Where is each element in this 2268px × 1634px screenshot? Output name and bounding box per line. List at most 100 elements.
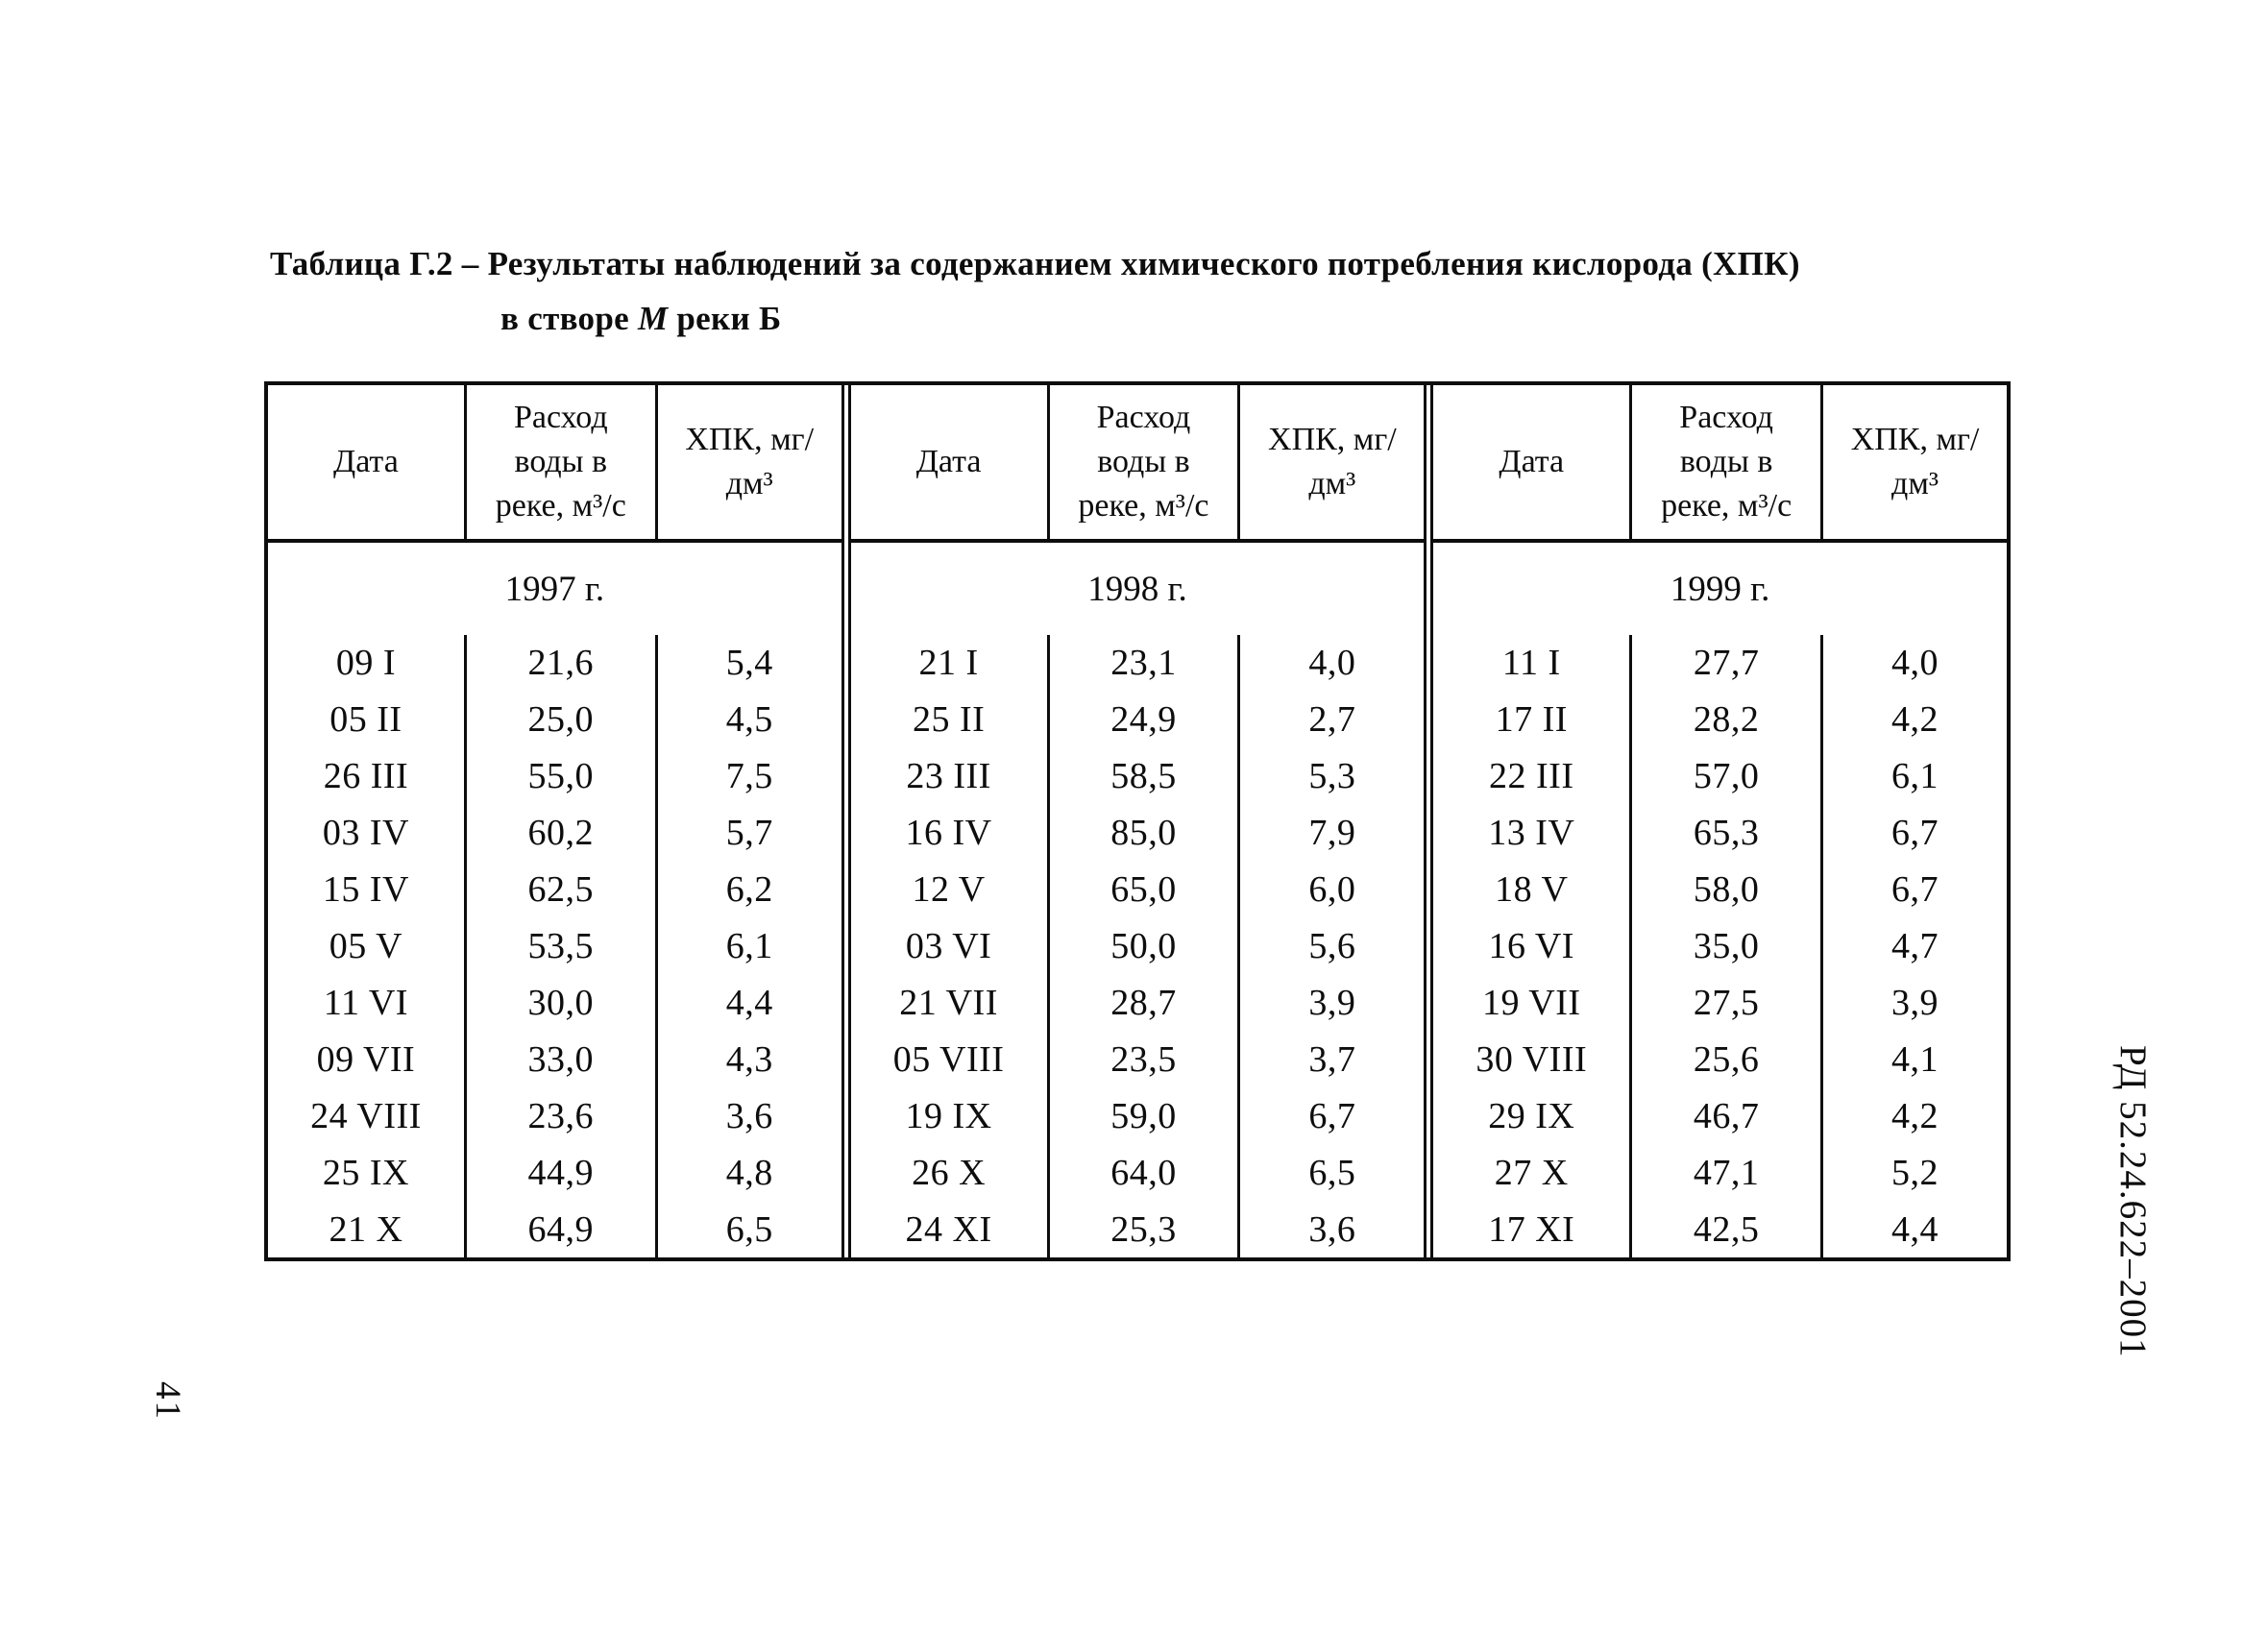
discharge-cell: 23,5 [1110, 1038, 1177, 1080]
year-label: 1997 г. [504, 569, 605, 609]
date-cell: 27 X [1494, 1152, 1569, 1193]
discharge-cell: 35,0 [1693, 925, 1760, 966]
date-cell: 13 IV [1488, 813, 1575, 854]
date-cell: 21 X [329, 1208, 403, 1250]
cod-cell: 4,2 [1891, 1095, 1939, 1136]
cod-cell: 6,7 [1891, 813, 1939, 854]
cod-cell: 4,7 [1891, 925, 1939, 966]
date-cell: 26 X [912, 1152, 987, 1193]
date-cell: 12 V [912, 869, 986, 911]
data-column: 5,4 4,5 7,5 5,7 6,2 6,1 4,4 4,3 3,6 4,8 6,5 [658, 635, 841, 1257]
date-cell: 05 V [329, 925, 403, 966]
cod-cell: 6,5 [1308, 1152, 1356, 1193]
cod-cell: 4,0 [1308, 643, 1356, 684]
year-group-1997: Дата Расход воды в реке, м³/с ХПК, мг/дм³ 1… [268, 385, 851, 1257]
column-header-row: Дата Расход воды в реке, м³/с ХПК, мг/дм³ [850, 385, 1425, 543]
discharge-cell: 58,5 [1110, 756, 1177, 797]
discharge-cell: 64,0 [1110, 1152, 1177, 1193]
cod-cell: 2,7 [1308, 699, 1356, 741]
date-cell: 24 XI [905, 1208, 992, 1250]
cod-cell: 5,6 [1308, 925, 1356, 966]
cod-cell: 6,7 [1891, 869, 1939, 911]
discharge-cell: 42,5 [1693, 1208, 1760, 1250]
discharge-cell: 65,0 [1110, 869, 1177, 911]
data-column: 4,0 4,2 6,1 6,7 6,7 4,7 3,9 4,1 4,2 5,2 4,4 [1823, 635, 2007, 1257]
discharge-cell: 47,1 [1693, 1152, 1760, 1193]
discharge-cell: 53,5 [527, 925, 595, 966]
cod-cell: 4,8 [725, 1152, 773, 1193]
data-column: 4,0 2,7 5,3 7,9 6,0 5,6 3,9 3,7 6,7 6,5 3,6 [1240, 635, 1424, 1257]
cod-cell: 5,3 [1308, 756, 1356, 797]
discharge-cell: 57,0 [1693, 756, 1760, 797]
cod-column-header: ХПК, мг/дм³ [1850, 422, 1980, 501]
data-grid: 21 I 25 II 23 III 16 IV 12 V 03 VI 21 VII 05 VI… [851, 635, 1425, 1257]
cod-column-header: ХПК, мг/дм³ [1268, 422, 1397, 501]
year-label: 1998 г. [1087, 569, 1187, 609]
date-cell: 18 V [1495, 869, 1569, 911]
discharge-cell: 28,2 [1693, 699, 1760, 741]
date-cell: 03 VI [905, 925, 992, 966]
discharge-cell: 28,7 [1110, 982, 1177, 1023]
date-cell: 09 I [335, 643, 396, 684]
discharge-cell: 65,3 [1693, 813, 1760, 854]
date-cell: 22 III [1489, 756, 1574, 797]
discharge-column-header: Расход воды в реке, м³/с [467, 385, 658, 539]
date-column-header: Дата [268, 385, 467, 539]
date-cell: 23 III [906, 756, 991, 797]
cod-cell: 7,9 [1308, 813, 1356, 854]
data-column: 09 I 05 II 26 III 03 IV 15 IV 05 V 11 VI 09 VII… [268, 635, 467, 1257]
document-code-label: РД 52.24.622–2001 [2112, 1045, 2154, 1358]
cod-cell: 6,0 [1308, 869, 1356, 911]
table-caption: Таблица Г.2 – Результаты наблюдений за с… [270, 236, 1961, 346]
cod-cell: 3,7 [1308, 1038, 1356, 1080]
cod-cell: 3,9 [1891, 982, 1939, 1023]
cod-cell: 6,7 [1308, 1095, 1356, 1136]
date-cell: 24 VIII [310, 1095, 422, 1136]
discharge-cell: 21,6 [527, 643, 595, 684]
discharge-cell: 27,7 [1693, 643, 1760, 684]
column-header-row: Дата Расход воды в реке, м³/с ХПК, мг/дм³ [1433, 385, 2008, 543]
date-column-header: Дата [1433, 385, 1633, 539]
date-cell: 30 VIII [1475, 1038, 1588, 1080]
discharge-cell: 24,9 [1110, 699, 1177, 741]
caption-line2-prefix: в створе [500, 300, 629, 337]
discharge-cell: 62,5 [527, 869, 595, 911]
discharge-cell: 58,0 [1693, 869, 1760, 911]
discharge-cell: 46,7 [1693, 1095, 1760, 1136]
date-cell: 21 VII [899, 982, 998, 1023]
discharge-cell: 33,0 [527, 1038, 595, 1080]
discharge-column-header: Расход воды в реке, м³/с [1050, 385, 1241, 539]
data-column: 21 I 25 II 23 III 16 IV 12 V 03 VI 21 VII 05 VI… [851, 635, 1050, 1257]
discharge-cell: 23,6 [527, 1095, 595, 1136]
date-cell: 11 I [1501, 643, 1561, 684]
discharge-cell: 60,2 [527, 813, 595, 854]
cod-cell: 4,5 [725, 699, 773, 741]
discharge-cell: 64,9 [527, 1208, 595, 1250]
cod-cell: 3,6 [725, 1095, 773, 1136]
discharge-cell: 55,0 [527, 756, 595, 797]
date-cell: 15 IV [322, 869, 409, 911]
cod-cell: 4,0 [1891, 643, 1939, 684]
cod-cell: 4,2 [1891, 699, 1939, 741]
date-cell: 05 VIII [892, 1038, 1005, 1080]
discharge-cell: 85,0 [1110, 813, 1177, 854]
date-cell: 16 IV [905, 813, 992, 854]
cod-cell: 6,1 [725, 925, 773, 966]
date-column-header: Дата [851, 385, 1050, 539]
year-group-1999: Дата Расход воды в реке, м³/с ХПК, мг/дм³ 1… [1433, 385, 2008, 1257]
date-cell: 21 I [918, 643, 979, 684]
data-column: 11 I 17 II 22 III 13 IV 18 V 16 VI 19 VII 30 VI… [1433, 635, 1633, 1257]
date-cell: 19 IX [905, 1095, 992, 1136]
cod-cell: 5,2 [1891, 1152, 1939, 1193]
date-cell: 26 III [323, 756, 409, 797]
cod-cell: 5,4 [725, 643, 773, 684]
discharge-cell: 30,0 [527, 982, 595, 1023]
date-cell: 29 IX [1488, 1095, 1575, 1136]
cod-cell: 4,3 [725, 1038, 773, 1080]
data-column: 21,6 25,0 55,0 60,2 62,5 53,5 30,0 33,0 23,6 44,9… [467, 635, 658, 1257]
cod-cell: 6,1 [1891, 756, 1939, 797]
data-column: 23,1 24,9 58,5 85,0 65,0 50,0 28,7 23,5 59,0 64,0… [1050, 635, 1241, 1257]
caption-line2-emphasis: М [637, 300, 669, 337]
cod-cell: 4,1 [1891, 1038, 1939, 1080]
